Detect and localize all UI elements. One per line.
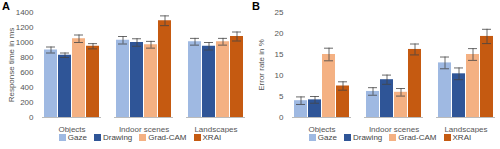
html-text:Grad-CAM: Grad-CAM — [148, 133, 187, 142]
svg-text:Error rate in %: Error rate in % — [257, 39, 266, 91]
html-text:Gaze: Gaze — [317, 133, 337, 142]
svg-text:20: 20 — [275, 29, 284, 38]
html-text:XRAI: XRAI — [202, 133, 222, 142]
svg-text:Indoor scenes: Indoor scenes — [369, 125, 419, 133]
svg-text:600: 600 — [20, 68, 34, 77]
svg-text:1000: 1000 — [16, 38, 34, 47]
svg-text:Response time in ms: Response time in ms — [7, 28, 16, 103]
svg-text:Objects: Objects — [58, 125, 85, 133]
html-text:Drawing: Drawing — [352, 133, 383, 142]
svg-text:Landscapes: Landscapes — [194, 125, 237, 133]
svg-text:10: 10 — [275, 71, 284, 80]
svg-text:800: 800 — [20, 53, 34, 62]
html-text:Drawing: Drawing — [102, 133, 133, 142]
html-text:A: A — [2, 0, 10, 12]
svg-text:25: 25 — [275, 8, 284, 17]
svg-text:5: 5 — [279, 92, 284, 101]
svg-text:1200: 1200 — [16, 23, 34, 32]
html-text:Grad-CAM: Grad-CAM — [398, 133, 437, 142]
html-text:B: B — [252, 0, 260, 12]
svg-text:Objects: Objects — [308, 125, 335, 133]
html-text:XRAI: XRAI — [452, 133, 472, 142]
svg-text:200: 200 — [20, 98, 34, 107]
svg-text:1400: 1400 — [16, 8, 34, 17]
svg-text:Landscapes: Landscapes — [444, 125, 487, 133]
svg-text:0: 0 — [279, 113, 284, 122]
svg-text:Indoor scenes: Indoor scenes — [119, 125, 169, 133]
svg-text:400: 400 — [20, 83, 34, 92]
svg-text:15: 15 — [275, 50, 284, 59]
html-text:Gaze: Gaze — [67, 133, 87, 142]
svg-text:0: 0 — [29, 113, 34, 122]
